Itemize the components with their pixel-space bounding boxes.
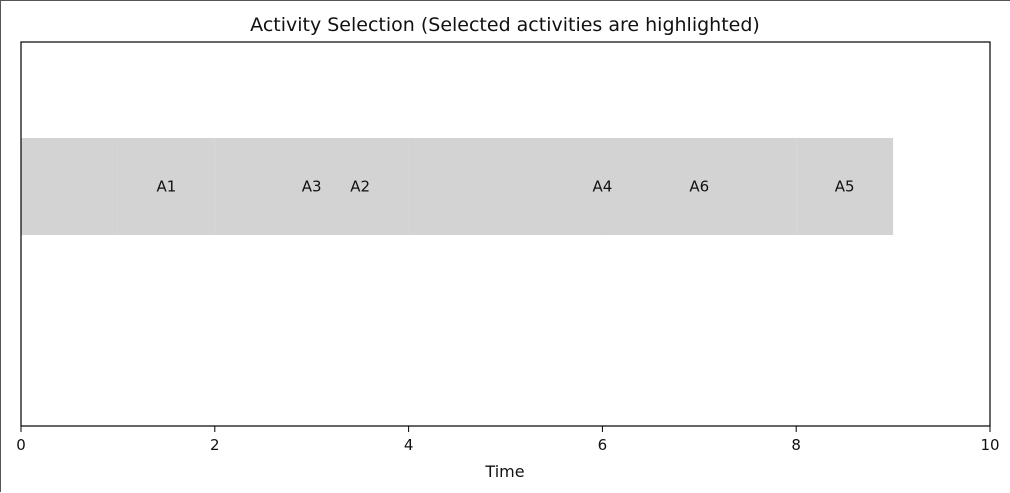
x-tick-label: 2 [210, 436, 220, 454]
x-tick-label: 6 [598, 436, 608, 454]
activity-label-a1: A1 [156, 178, 176, 196]
x-axis-label: Time [484, 462, 524, 481]
plot-area [20, 41, 991, 427]
x-axis-ticks: 0 2 4 6 8 10 [16, 426, 1000, 454]
activity-bar-a5 [796, 138, 894, 235]
chart-title: Activity Selection (Selected activities … [250, 14, 760, 36]
activity-label-a3: A3 [302, 178, 322, 196]
x-tick-label: 10 [980, 436, 999, 454]
activity-bar-a6 [602, 138, 797, 235]
activity-label-a5: A5 [835, 178, 855, 196]
activity-bar-a2 [311, 138, 409, 235]
activity-labels: A1 A3 A2 A4 A6 A5 [156, 178, 854, 196]
activity-label-a4: A4 [592, 178, 612, 196]
activity-bar-unlabeled-7 [408, 138, 506, 235]
activity-bar-a1 [117, 138, 215, 235]
activity-bars [21, 138, 894, 235]
x-tick-label: 8 [791, 436, 801, 454]
x-tick-label: 0 [16, 436, 26, 454]
x-tick-label: 4 [404, 436, 414, 454]
activity-label-a6: A6 [689, 178, 709, 196]
activity-label-a2: A2 [350, 178, 370, 196]
activity-bar-unlabeled-6 [21, 138, 118, 235]
